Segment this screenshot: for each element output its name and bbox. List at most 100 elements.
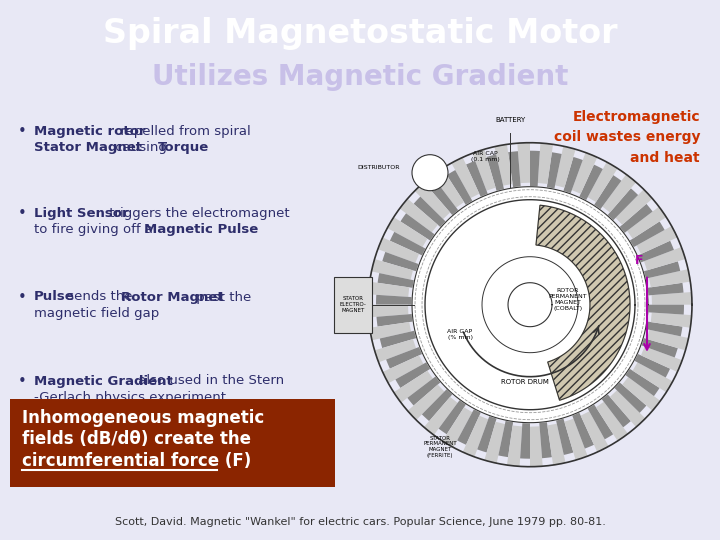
Polygon shape	[424, 397, 458, 435]
Polygon shape	[495, 144, 513, 186]
Polygon shape	[438, 398, 467, 434]
Polygon shape	[369, 322, 411, 340]
Polygon shape	[644, 247, 685, 271]
Polygon shape	[485, 422, 505, 463]
Polygon shape	[646, 305, 684, 315]
Polygon shape	[581, 411, 608, 452]
Polygon shape	[386, 346, 425, 369]
Polygon shape	[432, 168, 464, 207]
Text: -Gerlach physics experiment: -Gerlach physics experiment	[34, 390, 226, 403]
Polygon shape	[641, 347, 682, 372]
Polygon shape	[588, 162, 618, 202]
Text: past the: past the	[192, 291, 251, 303]
Text: Utilizes Magnetic Gradient: Utilizes Magnetic Gradient	[152, 64, 568, 91]
Polygon shape	[508, 151, 521, 190]
Text: •: •	[18, 206, 27, 221]
Polygon shape	[628, 221, 665, 248]
Polygon shape	[538, 143, 553, 184]
Polygon shape	[415, 183, 450, 219]
Polygon shape	[408, 384, 444, 420]
Polygon shape	[425, 200, 635, 410]
Polygon shape	[645, 283, 683, 295]
Text: •: •	[18, 291, 27, 306]
Polygon shape	[639, 338, 678, 357]
Polygon shape	[642, 261, 680, 279]
Polygon shape	[578, 165, 603, 202]
Polygon shape	[451, 157, 480, 198]
Text: Magnetic Pulse: Magnetic Pulse	[144, 222, 258, 235]
Text: also used in the Stern: also used in the Stern	[134, 375, 284, 388]
Polygon shape	[563, 157, 582, 195]
Polygon shape	[651, 313, 692, 328]
Polygon shape	[408, 375, 442, 406]
Polygon shape	[632, 353, 670, 377]
Text: BATTERY: BATTERY	[495, 117, 525, 123]
Polygon shape	[622, 377, 660, 411]
Text: F: F	[635, 254, 643, 267]
Polygon shape	[466, 161, 489, 199]
Text: to fire giving off a: to fire giving off a	[34, 222, 157, 235]
Text: Torque: Torque	[158, 140, 209, 153]
Polygon shape	[627, 207, 666, 239]
Polygon shape	[520, 421, 530, 458]
Polygon shape	[555, 416, 573, 455]
Text: sends the: sends the	[63, 291, 138, 303]
Polygon shape	[379, 330, 419, 348]
Text: STATOR
PERMANENT
MAGNET
(FERRITE): STATOR PERMANENT MAGNET (FERRITE)	[423, 435, 456, 458]
Text: circumferential force (F): circumferential force (F)	[22, 452, 251, 470]
Text: causing: causing	[111, 140, 171, 153]
Polygon shape	[649, 269, 690, 287]
Polygon shape	[546, 152, 562, 191]
Text: Inhomogeneous magnetic: Inhomogeneous magnetic	[22, 409, 264, 427]
Polygon shape	[652, 292, 692, 305]
Text: •: •	[18, 375, 27, 389]
Polygon shape	[633, 362, 672, 392]
Circle shape	[412, 154, 448, 191]
Polygon shape	[564, 418, 588, 460]
Polygon shape	[647, 330, 688, 350]
Polygon shape	[472, 149, 495, 191]
Polygon shape	[368, 305, 408, 318]
Polygon shape	[463, 416, 488, 457]
Polygon shape	[412, 187, 648, 423]
Text: Rotor Magnet: Rotor Magnet	[121, 291, 223, 303]
Polygon shape	[547, 424, 566, 465]
Text: Scott, David. Magnetic "Wankel" for electric cars. Popular Science, June 1979 pp: Scott, David. Magnetic "Wankel" for elec…	[114, 517, 606, 528]
Bar	[10, 399, 335, 487]
Polygon shape	[644, 321, 683, 336]
Polygon shape	[382, 355, 423, 383]
Text: Stator Magnet: Stator Magnet	[34, 140, 142, 153]
Polygon shape	[606, 188, 638, 222]
Text: magnetic field gap: magnetic field gap	[34, 307, 159, 320]
Polygon shape	[530, 426, 543, 467]
Polygon shape	[624, 367, 660, 396]
Text: repelled from spiral: repelled from spiral	[117, 125, 251, 138]
Polygon shape	[377, 273, 416, 288]
Polygon shape	[442, 407, 472, 448]
Polygon shape	[477, 414, 498, 453]
Text: DISTRIBUTOR: DISTRIBUTOR	[358, 165, 400, 170]
Polygon shape	[613, 381, 647, 413]
Polygon shape	[593, 175, 621, 211]
Polygon shape	[374, 339, 416, 362]
Text: AIR GAP
(% mm): AIR GAP (% mm)	[447, 329, 472, 340]
Polygon shape	[400, 199, 438, 232]
Polygon shape	[603, 174, 636, 213]
Polygon shape	[618, 204, 652, 234]
Polygon shape	[387, 217, 428, 247]
Polygon shape	[536, 205, 630, 400]
Polygon shape	[586, 402, 613, 440]
Polygon shape	[555, 146, 576, 187]
Text: Electromagnetic
coil wastes energy
and heat: Electromagnetic coil wastes energy and h…	[554, 110, 700, 165]
Polygon shape	[572, 152, 598, 194]
Text: AIR CAP
(0.1 mm): AIR CAP (0.1 mm)	[471, 151, 500, 161]
Text: Spiral Magnetostatic Motor: Spiral Magnetostatic Motor	[103, 17, 617, 50]
Text: Magnetic rotor: Magnetic rotor	[34, 125, 145, 138]
Polygon shape	[377, 314, 415, 327]
Polygon shape	[372, 259, 413, 280]
Text: Pulse: Pulse	[34, 291, 75, 303]
Polygon shape	[571, 410, 594, 449]
Text: ROTOR
PERMANENT
MAGNET
(COBALT): ROTOR PERMANENT MAGNET (COBALT)	[549, 288, 588, 311]
Bar	[334, 276, 372, 333]
Text: Light Sensor: Light Sensor	[34, 206, 129, 219]
